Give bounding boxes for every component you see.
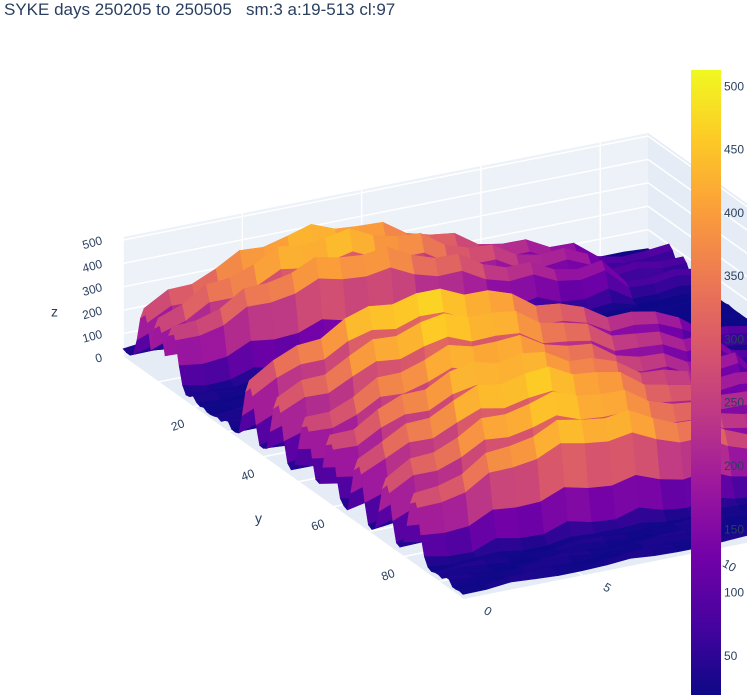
z-tick-label: 200 [81,304,104,323]
surface-cell [318,278,347,322]
surface-cell [560,443,589,489]
surface-cell [563,487,592,523]
surface-cell [495,538,524,553]
surface-cell [410,254,439,277]
surface-cell [655,439,684,481]
z-tick-label: 300 [81,280,104,299]
colorbar-tick-label: 350 [724,269,744,283]
colorbar-tick-label: 100 [724,586,744,600]
surface-cell [631,432,660,480]
surface-cell [557,279,586,303]
colorbar-tick-label: 450 [724,143,744,157]
surface-cell [556,419,585,444]
surface [122,221,747,595]
x-tick-label: 10 [720,556,739,575]
colorbar-gradient [691,70,721,695]
y-tick-label: 60 [309,516,327,534]
surface-cell [539,322,568,344]
surface-cell [178,363,207,387]
y-tick-label: 80 [379,566,397,584]
y-tick-label: 40 [239,466,257,484]
surface-cell [420,532,449,558]
surface-cell [277,245,306,270]
colorbar-tick-label: 150 [724,522,744,536]
surface-cell [576,394,605,421]
z-axis-title: z [51,303,58,319]
surface-cell [492,507,521,539]
wall-gridline [122,135,649,241]
surface-cell [635,474,664,511]
surface-cell [488,467,517,511]
surface-cell [643,384,672,405]
surface-cell [480,414,510,441]
surface-cell [638,507,667,524]
colorbar-tick-label: 400 [724,206,744,220]
surface-cell [338,254,367,280]
z-tick-label: 400 [81,257,104,276]
colorbar-tick-label: 250 [724,396,744,410]
surface-cell [563,322,592,343]
surface-cell [487,290,516,316]
colorbar-tick-label: 300 [724,332,744,346]
x-tick-label: 0 [482,603,495,619]
y-axis-title: y [255,510,262,526]
colorbar: 50 100 150 200 250 300 350 400 450 500 [691,70,744,695]
surface-cell [246,302,275,342]
surface-cell [553,269,582,282]
surface-cell [314,256,343,280]
surface-cell [634,261,664,270]
surface-cell [417,502,446,536]
wall-gridline [122,158,649,265]
surface-cell [663,369,692,386]
surface-cell [580,418,609,444]
floor-gridline [122,356,464,600]
surface-cell [458,584,488,595]
surface-cell [587,485,616,523]
surface-cell [372,335,401,363]
surface-cell [415,288,444,317]
surface-cell [630,311,659,326]
surface-cell [476,384,505,410]
surface-cell [491,311,520,337]
colorbar-tick-label: 200 [724,459,744,473]
z-tick-label: 500 [81,233,104,252]
surface-cell [659,479,688,511]
x-tick-label: 5 [601,580,614,596]
colorbar-tick-label: 50 [724,649,738,663]
surface-cell [719,413,747,429]
surface-cell [368,304,397,331]
surface-cell [516,501,545,539]
surface-cell [584,441,613,489]
z-tick-label: 100 [81,327,104,346]
chart-title: SYKE days 250205 to 250505 sm:3 a:19-513… [4,0,396,19]
y-tick-label: 20 [169,416,187,434]
colorbar-tick-label: 500 [724,79,744,93]
z-tick-label: 0 [94,350,104,365]
surface-cell [472,361,501,388]
scene-3d[interactable]: 05101520204060800100200300400500xyz [51,133,747,619]
surface-cell [512,458,541,509]
surface-cell [175,335,204,367]
surface-cell [572,372,601,399]
